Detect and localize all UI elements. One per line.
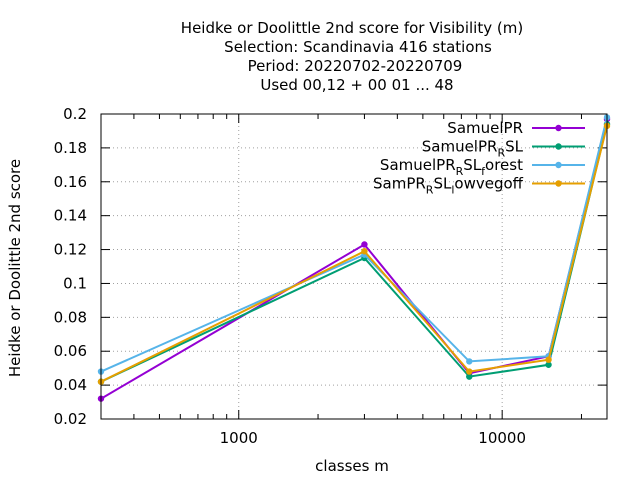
data-point — [545, 356, 552, 363]
series-lines — [97, 114, 611, 402]
y-tick-label: 0.1 — [63, 274, 87, 292]
legend-label: SamuelPRRSLforest — [380, 156, 523, 178]
series-line — [100, 117, 608, 373]
legend-marker — [555, 161, 562, 169]
x-axis-tick-labels: 1000 10000 — [220, 429, 526, 447]
legend-label: SamuelPR — [447, 119, 523, 137]
data-point — [361, 241, 368, 248]
title-line-3: Period: 20220702-20220709 — [248, 57, 463, 75]
grid-lines — [101, 114, 607, 419]
y-axis-label: Heidke or Doolittle 2nd score — [6, 159, 24, 377]
data-point — [545, 361, 552, 368]
y-tick-label: 0.2 — [63, 105, 87, 123]
data-point — [361, 248, 368, 255]
title-line-4: Used 00,12 + 00 01 ... 48 — [260, 76, 453, 94]
y-tick-label: 0.06 — [54, 342, 87, 360]
legend-marker — [555, 143, 562, 150]
y-tick-label: 0.02 — [54, 410, 87, 428]
y-tick-label: 0.12 — [54, 241, 87, 259]
chart-title: Heidke or Doolittle 2nd score for Visibi… — [181, 19, 523, 94]
y-tick-label: 0.08 — [54, 308, 87, 326]
data-point — [466, 373, 473, 380]
legend: SamuelPRSamuelPRRSLSamuelPRRSLforestSamP… — [373, 119, 585, 197]
title-line-2: Selection: Scandinavia 416 stations — [224, 38, 492, 56]
data-point — [466, 358, 473, 365]
x-tick-label: 10000 — [478, 429, 526, 447]
y-tick-label: 0.14 — [54, 207, 87, 225]
legend-marker — [555, 180, 562, 187]
y-tick-label: 0.16 — [54, 173, 87, 191]
data-point — [466, 368, 473, 375]
legend-label: SamuelPRRSL — [422, 138, 524, 160]
title-line-1: Heidke or Doolittle 2nd score for Visibi… — [181, 19, 523, 37]
plot-frame — [100, 113, 608, 420]
legend-marker — [555, 124, 562, 132]
y-tick-label: 0.04 — [54, 376, 87, 394]
x-axis-label: classes m — [315, 457, 389, 475]
legend-label: SamPRRSLlowvegoff — [373, 175, 524, 197]
y-axis-tick-labels: 0.02 0.04 0.06 0.08 0.1 0.12 0.14 0.16 0.18 0.2 — [54, 105, 87, 428]
axis-ticks — [100, 113, 607, 420]
x-tick-label: 1000 — [220, 429, 258, 447]
y-tick-label: 0.18 — [54, 139, 87, 157]
series-line — [100, 125, 608, 383]
